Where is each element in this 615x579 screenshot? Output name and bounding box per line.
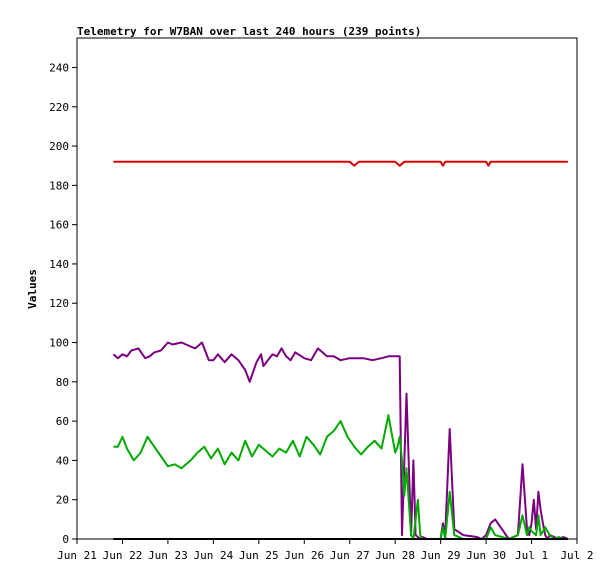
y-axis-label: Values	[26, 269, 39, 309]
series-line-2	[112, 341, 569, 540]
series-line-1	[113, 160, 568, 167]
x-tick-label: Jun 29	[421, 549, 461, 562]
y-tick-label: 180	[49, 179, 69, 192]
y-tick-label: 200	[49, 140, 69, 153]
series-layer	[112, 160, 569, 540]
y-tick-label: 80	[56, 376, 69, 389]
y-tick-label: 100	[49, 337, 69, 350]
plot-area-frame	[76, 37, 578, 540]
y-tick-label: 40	[56, 454, 69, 467]
y-tick-label: 120	[49, 297, 69, 310]
y-tick-label: 220	[49, 101, 69, 114]
x-tick-label: Jun 25	[239, 549, 279, 562]
x-tick-label: Jun 24	[193, 549, 233, 562]
y-tick-label: 60	[56, 415, 69, 428]
y-tick-label: 240	[49, 61, 69, 74]
x-tick-label: Jun 30	[466, 549, 506, 562]
chart-title: Telemetry for W7BAN over last 240 hours …	[77, 25, 421, 38]
y-axis-ticks: 0 20 40 60 80 100 120 140 160 180 200 220 240	[49, 61, 77, 546]
y-tick-label: 20	[56, 494, 69, 507]
x-axis-ticks: Jun 21 Jun 22 Jun 23 Jun 24 Jun 25 Jun 26 Jun …	[57, 539, 594, 562]
x-tick-label: Jun 27	[330, 549, 370, 562]
x-tick-label: Jun 26	[284, 549, 324, 562]
x-tick-label: Jul 1	[515, 549, 548, 562]
y-tick-label: 0	[62, 533, 69, 546]
x-tick-label: Jun 28	[375, 549, 415, 562]
x-tick-label: Jun 21	[57, 549, 97, 562]
x-tick-label: Jun 23	[148, 549, 188, 562]
x-tick-label: Jun 22	[103, 549, 143, 562]
y-tick-label: 140	[49, 258, 69, 271]
y-tick-label: 160	[49, 219, 69, 232]
series-line-3	[113, 414, 568, 540]
x-tick-label: Jul 2	[560, 549, 593, 562]
